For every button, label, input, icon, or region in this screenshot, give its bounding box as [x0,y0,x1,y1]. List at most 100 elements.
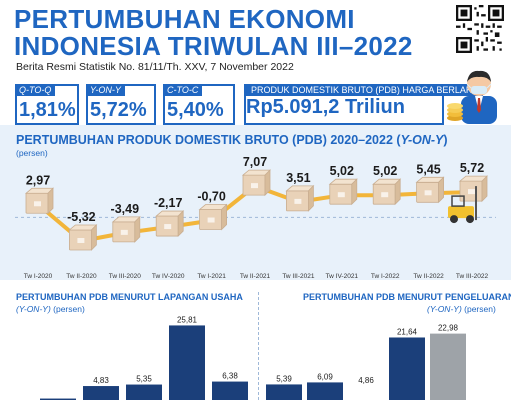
x-tick-label: Tw I-2020 [24,273,53,280]
box-icon [68,224,98,251]
data-label: 5,02 [330,164,354,178]
bar [126,384,162,400]
box-icon [111,215,141,243]
gdp-line-chart: 2,97 Tw I-2020 -5,32 Tw II-2020 -3,49 Tw III-… [15,155,496,280]
bar [83,386,119,400]
x-tick-label: Tw IV-2020 [152,273,185,280]
forklift-wheel [466,215,474,224]
box-side [394,178,401,206]
line-chart-title: PERTUMBUHAN PRODUK DOMESTIK BRUTO (PDB) … [16,133,448,147]
kpi-q-to-q: Q-TO-Q 1,81% [15,84,79,125]
bar-value-label: 25,81 [177,316,198,324]
box-label [164,224,172,230]
bar [348,385,384,400]
page-subtitle: Berita Resmi Statistik No. 81/11/Th. XXV… [16,61,294,73]
bar-chart-right-unit-italic: (Y-ON-Y) [427,304,462,314]
box-icon [198,203,228,231]
box-side [221,203,228,231]
page-title-line1: PERTUMBUHAN EKONOMI [14,4,355,34]
box-label [468,189,475,195]
box-side [177,210,184,238]
bar [40,398,76,400]
x-tick-label: Tw II-2020 [66,273,97,280]
box-label [77,237,85,243]
x-tick-label: Tw I-2022 [371,273,400,280]
box-icon [328,178,358,206]
data-label: 7,07 [243,155,267,169]
bar [266,384,302,400]
box-label [381,192,389,198]
bar-chart-right: 5,39 6,09 4,86 21,64 22,98 [266,324,466,400]
x-tick-label: Tw II-2022 [413,273,444,280]
bar [212,381,248,400]
bar-value-label: 6,09 [317,372,333,381]
data-label: -0,70 [197,190,226,204]
bar-value-label: 5,35 [136,375,152,384]
kpi-label: C-TO-C [163,84,203,96]
box-label [294,198,302,204]
data-label: 5,02 [373,164,397,178]
kpi-label: Q-TO-Q [15,84,56,96]
kpi-y-on-y: Y-ON-Y 5,72% [86,84,156,125]
businessman-icon [461,70,497,124]
x-tick-label: Tw IV-2021 [326,273,359,280]
kpi-value: 5,40% [167,99,224,121]
bar [430,333,466,400]
box-side [351,178,358,206]
box-icon [285,184,315,212]
bar [389,337,425,400]
panel-divider [258,292,259,400]
x-tick-label: Tw I-2021 [197,273,226,280]
forklift-wheel [450,215,458,224]
box-icon [155,210,185,238]
bar-value-label: 5,39 [276,374,292,383]
pdb-label: PRODUK DOMESTIK BRUTO (PDB) HARGA BERLAK… [246,84,484,96]
kpi-c-to-c: C-TO-C 5,40% [163,84,235,125]
bar-chart-right-title: PERTUMBUHAN PDB MENURUT PENGELUARAN [303,292,511,302]
forklift-body [448,206,474,219]
x-tick-label: Tw II-2021 [240,273,271,280]
line-chart-title-italic: Y-ON-Y [400,133,444,147]
coins-icon [447,103,463,121]
bar-value-label: 22,98 [438,324,459,333]
forklift-icon [448,186,477,224]
bar-value-label: 4,86 [358,376,374,385]
bar-chart-left-title: PERTUMBUHAN PDB MENURUT LAPANGAN USAHA [16,292,243,302]
bar-chart-left-unit-rest: (persen) [50,304,85,314]
data-label: -3,49 [111,202,140,216]
box-side [91,224,97,251]
data-label: 5,45 [416,162,440,176]
box-side [264,169,271,197]
qr-code-icon[interactable] [456,5,504,53]
data-label: -2,17 [154,196,183,210]
data-label: 5,72 [460,161,484,175]
bar [307,382,343,400]
bar-value-label: 4,83 [93,376,109,385]
line-chart-title-main: PERTUMBUHAN PRODUK DOMESTIK BRUTO (PDB) … [16,133,401,147]
kpi-value: 5,72% [90,99,147,121]
box-side [307,184,314,212]
bar-chart-right-unit: (Y-ON-Y) (persen) [427,304,496,314]
data-label: -5,32 [67,210,96,224]
x-tick-label: Tw III-2021 [282,273,315,280]
bottom-panel [0,280,511,400]
box-side [134,215,141,243]
bar-value-label: 6,38 [222,372,238,381]
bar-value-label: 21,64 [397,327,418,336]
box-side [481,175,488,203]
bar-chart-right-unit-rest: (persen) [461,304,496,314]
bar-chart-left-unit: (Y-ON-Y) (persen) [16,304,85,314]
box-label [120,229,128,235]
pdb-value: Rp5.091,2 Triliun [246,96,405,118]
box-icon [372,178,402,206]
kpi-value: 1,81% [19,99,76,121]
box-label [337,192,345,198]
box-icon [241,169,271,197]
page-title-line2: INDONESIA TRIWULAN III–2022 [14,31,413,61]
box-label [424,190,432,196]
line-chart-unit: (persen) [16,148,48,158]
forklift-cab [451,195,465,207]
data-label: 3,51 [286,171,310,185]
box-icon [415,176,445,204]
x-tick-label: Tw III-2020 [109,273,142,280]
